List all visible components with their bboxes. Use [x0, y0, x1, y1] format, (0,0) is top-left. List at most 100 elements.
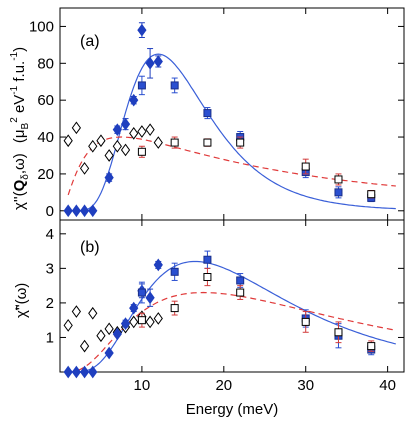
filled-square-point — [170, 267, 179, 276]
panel-a: 0 20 40 60 80 100 — [29, 8, 404, 220]
open-square-point — [203, 273, 212, 281]
open-square-point — [367, 342, 376, 351]
filled-diamond-point — [71, 365, 81, 379]
filled-diamond-point — [79, 204, 90, 218]
open-diamond-point — [104, 322, 114, 336]
filled-diamond-point — [120, 317, 131, 330]
ytick-label-b: 2 — [46, 295, 54, 312]
open-diamond-point — [153, 312, 163, 325]
open-square-point — [236, 288, 245, 297]
ylabel-a-tail: ,ω) — [11, 153, 28, 174]
panel-b-frame — [59, 219, 405, 373]
filled-square-point — [170, 81, 179, 90]
open-diamond-point — [79, 339, 90, 353]
open-square-point — [203, 138, 212, 147]
ylabel-a-main: χ''( — [11, 191, 28, 210]
xtick-label: 30 — [297, 377, 314, 394]
filled-diamond-point — [79, 365, 90, 379]
filled-diamond-point — [120, 117, 131, 131]
open-diamond-point — [88, 306, 98, 320]
ylabel-a-unit-sup3: -1 — [9, 51, 20, 60]
panel-b: 1 2 3 4 10 20 30 40 — [46, 220, 404, 394]
filled-square-point — [334, 188, 343, 197]
filled-diamond-point — [129, 301, 139, 315]
ylabel-a-unit-end: ) — [11, 47, 28, 52]
open-square-point — [301, 162, 310, 171]
panel-a-frame — [59, 7, 405, 221]
ylabel-a-bold: Q — [11, 179, 28, 191]
ylabel-a-unit-sup: 2 — [9, 117, 20, 123]
ytick-label-a: 100 — [29, 18, 54, 35]
ytick-label-b: 1 — [46, 329, 54, 346]
open-diamond-point — [137, 125, 147, 138]
open-diamond-point — [96, 134, 106, 148]
filled-square-point — [203, 255, 212, 264]
open-diamond-point — [129, 127, 139, 140]
open-square-point — [170, 304, 179, 313]
filled-diamond-point — [63, 365, 73, 379]
xtick-label: 20 — [215, 377, 232, 394]
ytick-label-a: 80 — [37, 55, 54, 72]
open-diamond-point — [63, 134, 73, 148]
xtick-label: 40 — [379, 377, 396, 394]
open-diamond-point — [145, 123, 155, 137]
fit-curve-solid-b — [68, 260, 396, 373]
open-diamond-point — [79, 162, 90, 175]
open-square-point — [301, 317, 310, 326]
open-diamond-point — [112, 139, 122, 153]
filled-square-point — [236, 276, 245, 285]
filled-diamond-point — [153, 55, 163, 68]
open-square-point — [170, 138, 179, 147]
open-diamond-point — [71, 121, 81, 135]
ytick-label-b: 3 — [46, 260, 54, 277]
open-diamond-point — [153, 136, 163, 149]
filled-square-point — [203, 109, 212, 118]
open-diamond-point — [145, 315, 155, 329]
ylabel-a-unit: (μ — [11, 129, 28, 143]
filled-diamond-point — [104, 171, 114, 184]
filled-diamond-point — [63, 204, 73, 218]
ylabel-a-sub: δ — [20, 174, 31, 180]
open-diamond-point — [88, 139, 98, 153]
panel-a-ylabel: χ''(Qδ,ω) (μB2 eV-1 f.u.-1) — [9, 47, 31, 210]
open-square-point — [334, 175, 343, 184]
ytick-label-b: 4 — [46, 226, 54, 243]
filled-diamond-point — [137, 23, 147, 37]
filled-diamond-point — [88, 204, 98, 218]
x-axis-label: Energy (meV) — [186, 401, 279, 418]
ylabel-a-unit-sup2: -1 — [9, 85, 20, 94]
ylabel-a-unit-sub: B — [20, 122, 31, 129]
filled-diamond-point — [145, 56, 155, 70]
panel-a-label: (a) — [80, 33, 100, 50]
open-square-point — [334, 328, 343, 337]
filled-diamond-point — [104, 346, 114, 360]
ylabel-a-unit-tail: f.u. — [11, 61, 28, 86]
ytick-label-a: 40 — [37, 129, 54, 146]
open-diamond-point — [96, 329, 106, 343]
open-diamond-point — [120, 143, 131, 157]
filled-diamond-point — [112, 123, 122, 137]
filled-diamond-point — [112, 327, 122, 341]
open-square-point — [367, 190, 376, 199]
open-square-point — [137, 147, 146, 156]
open-diamond-point — [71, 305, 81, 318]
ylabel-a-unit-mid: eV — [11, 95, 28, 118]
filled-diamond-point — [129, 93, 139, 107]
filled-square-point — [137, 81, 146, 90]
open-square-point — [236, 138, 245, 147]
filled-diamond-point — [153, 258, 163, 272]
ytick-label-a: 20 — [37, 166, 54, 183]
ytick-label-a: 60 — [37, 92, 54, 109]
open-diamond-point — [129, 315, 139, 329]
filled-diamond-point — [71, 204, 81, 218]
open-square-point — [137, 316, 146, 325]
ytick-label-a: 0 — [46, 203, 54, 220]
open-diamond-point — [63, 319, 73, 332]
panel-b-label: (b) — [80, 239, 100, 256]
filled-diamond-point — [145, 291, 155, 305]
xtick-label: 10 — [134, 377, 151, 394]
panel-b-ylabel: χ̃''(ω) — [13, 283, 30, 318]
open-diamond-point — [104, 149, 114, 162]
filled-diamond-point — [88, 365, 98, 379]
